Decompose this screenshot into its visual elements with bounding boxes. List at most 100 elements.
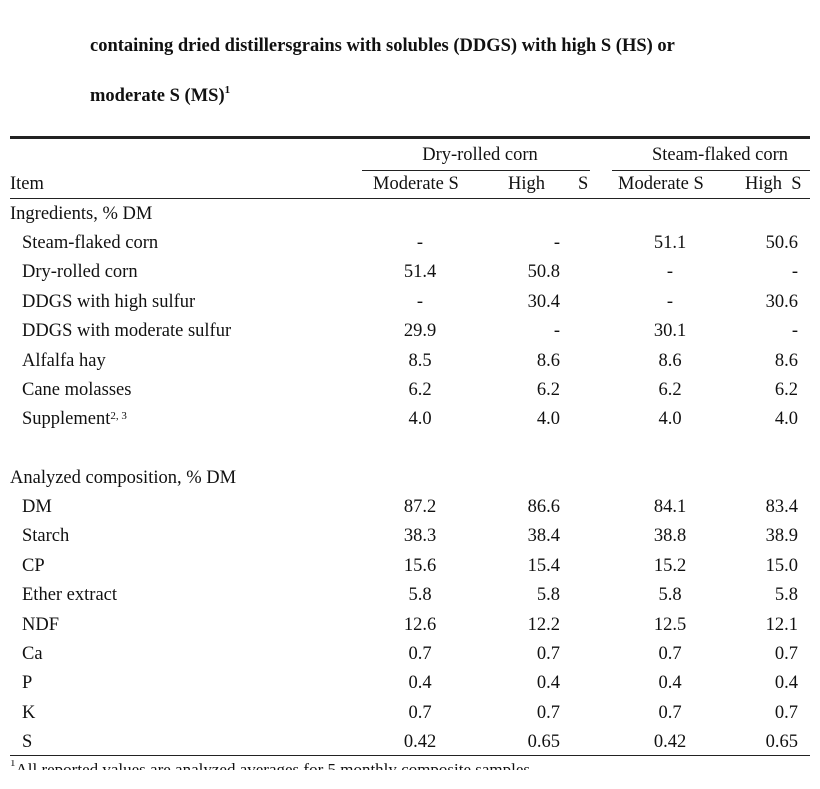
group-header-dry-rolled: Dry-rolled corn [422, 145, 538, 165]
table-cell: 12.5 [653, 614, 687, 635]
row-label: Steam-flaked corn [22, 233, 159, 253]
table-cell: 38.9 [765, 526, 798, 547]
row-label: DM [22, 497, 52, 517]
column-header-dry-high-s: S [578, 174, 589, 194]
table-top-rule [10, 136, 810, 139]
table-cell: 15.4 [527, 555, 560, 576]
table-cell: 0.7 [774, 702, 798, 723]
table-cell: 8.6 [658, 350, 682, 371]
table-cell: 4.0 [536, 409, 560, 430]
table-cell: 5.8 [408, 585, 432, 606]
row-label: Alfalfa hay [22, 350, 106, 371]
section-heading-ingredients: Ingredients, % DM [10, 204, 153, 224]
table-cell: - [791, 262, 798, 283]
row-label: Starch [22, 526, 70, 547]
table-cell: 0.42 [403, 732, 437, 753]
table-cell: 4.0 [658, 409, 682, 430]
table-cell: 8.6 [774, 350, 798, 371]
table-cell: 4.0 [774, 409, 798, 430]
group-rule-dry-rolled [362, 170, 590, 171]
table-cell: 12.6 [403, 614, 437, 635]
row-label: P [22, 673, 33, 694]
table-cell: 5.8 [536, 585, 560, 606]
table-cell: 0.42 [653, 732, 687, 753]
table-cell: 50.8 [527, 262, 560, 283]
table-cell: - [666, 262, 674, 283]
group-rule-steam-flaked [612, 170, 810, 171]
row-footnote-marker: 2, 3 [110, 410, 127, 423]
section-heading-analyzed: Analyzed composition, % DM [10, 468, 237, 488]
table-cell: 0.7 [658, 644, 682, 664]
table-cell: 15.2 [653, 555, 687, 576]
caption-line-1: containing dried distillersgrains with s… [90, 36, 675, 56]
table-cell: 51.4 [403, 262, 437, 283]
row-label: K [22, 702, 36, 723]
footnote: 1All reported values are analyzed averag… [10, 757, 531, 779]
row-label: NDF [22, 614, 60, 635]
table-cell: 0.4 [658, 673, 682, 694]
caption-line-2: moderate S (MS)1 [90, 84, 231, 106]
table-cell: 50.6 [765, 233, 798, 253]
table-cell: 38.8 [653, 526, 687, 547]
table-cell: - [553, 233, 560, 253]
column-header-dry-high: High [508, 174, 545, 194]
row-label: Ether extract [22, 585, 118, 606]
table-cell: 4.0 [408, 409, 432, 430]
table-cell: 15.0 [765, 555, 798, 576]
table-cell: 15.6 [403, 555, 437, 576]
table-bottom-rule [10, 755, 810, 756]
table-cell: 86.6 [527, 497, 560, 517]
table-cell: 0.65 [527, 732, 560, 753]
column-header-dry-moderate: Moderate S [373, 174, 459, 194]
row-label: CP [22, 555, 45, 576]
row-label: DDGS with moderate sulfur [22, 321, 232, 342]
column-header-item: Item [10, 174, 44, 194]
table-cell: 51.1 [653, 233, 687, 253]
row-label: Ca [22, 644, 43, 664]
table-cell: 0.7 [774, 644, 798, 664]
table-cell: 84.1 [653, 497, 687, 517]
footnote-marker: 1 [10, 757, 16, 769]
table-cell: 12.1 [765, 614, 798, 635]
header-bottom-rule [10, 198, 810, 199]
table-cell: - [416, 233, 424, 253]
table-cell: 87.2 [403, 497, 437, 517]
table-cell: 0.7 [408, 702, 432, 723]
table-cell: 0.7 [658, 702, 682, 723]
table-cell: - [553, 321, 560, 342]
table-cell: 6.2 [536, 380, 560, 400]
table-cell: 0.7 [536, 702, 560, 723]
row-label: Cane molasses [22, 380, 132, 400]
table-cell: 5.8 [774, 585, 798, 606]
table-cell: - [666, 291, 674, 312]
column-header-steam-high: High S [745, 174, 802, 194]
table-cell: 6.2 [408, 380, 432, 400]
table-cell: 0.4 [408, 673, 432, 694]
row-label: Dry-rolled corn [22, 262, 138, 283]
table-cell: 5.8 [658, 585, 682, 606]
table-cell: 38.4 [527, 526, 560, 547]
table-cell: - [416, 291, 424, 312]
row-label: Supplement2, 3 [22, 409, 127, 430]
table-cell: 30.6 [765, 291, 798, 312]
row-label: S [22, 732, 33, 753]
table-cell: 0.7 [536, 644, 560, 664]
table-cell: 0.4 [536, 673, 560, 694]
table-cell: 0.7 [408, 644, 432, 664]
table-cell: 38.3 [403, 526, 437, 547]
table-cell: 30.1 [653, 321, 687, 342]
table-cell: 6.2 [658, 380, 682, 400]
table-cell: 12.2 [527, 614, 560, 635]
table-cell: 8.5 [408, 350, 432, 371]
table-cell: 29.9 [403, 321, 437, 342]
caption-footnote-marker: 1 [224, 84, 231, 96]
row-label: DDGS with high sulfur [22, 291, 196, 312]
group-header-steam-flaked: Steam-flaked corn [651, 145, 789, 165]
table-cell: 0.4 [774, 673, 798, 694]
table-cell: 0.65 [765, 732, 798, 753]
table-cell: 30.4 [527, 291, 560, 312]
column-header-steam-moderate: Moderate S [618, 174, 704, 194]
table-cell: - [791, 321, 798, 342]
table-cell: 8.6 [536, 350, 560, 371]
table-cell: 83.4 [765, 497, 798, 517]
